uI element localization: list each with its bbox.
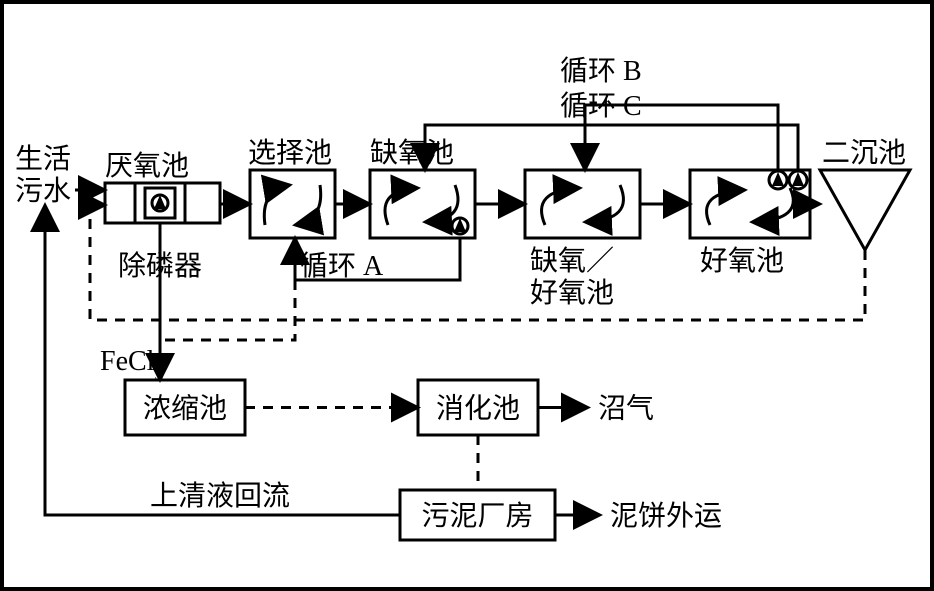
cycle-a-label: 循环 A (300, 250, 384, 282)
anaerobic-label: 厌氧池 (105, 150, 189, 182)
cycle-b-label: 循环 B (560, 55, 642, 87)
influent-line1: 生活 (15, 143, 71, 175)
cake-out-label: 泥饼外运 (610, 500, 722, 532)
anox-aer-l2: 好氧池 (530, 277, 614, 309)
thickening-tank-label: 浓缩池 (143, 393, 227, 425)
cycle-c-label: 循环 C (560, 90, 642, 122)
secondary-clarifier (820, 170, 910, 250)
cycle-c-path (425, 125, 798, 170)
return-liq-label: 上清液回流 (150, 480, 290, 512)
selector-tank (250, 170, 335, 238)
clarifier-label: 二沉池 (822, 137, 906, 169)
biogas-label: 沼气 (598, 393, 654, 425)
anox-aer-l1: 缺氧／ (530, 245, 614, 277)
aerobic-label: 好氧池 (700, 245, 784, 277)
fecl3-label: FeCl3 (100, 346, 163, 384)
anoxic-label: 缺氧池 (370, 137, 454, 169)
sludge-house-label: 污泥厂房 (421, 500, 533, 532)
selector-label: 选择池 (248, 137, 332, 169)
sel-down-dash (160, 280, 295, 340)
digestion-tank-label: 消化池 (436, 393, 520, 425)
influent-line2: 污水 (15, 175, 71, 207)
